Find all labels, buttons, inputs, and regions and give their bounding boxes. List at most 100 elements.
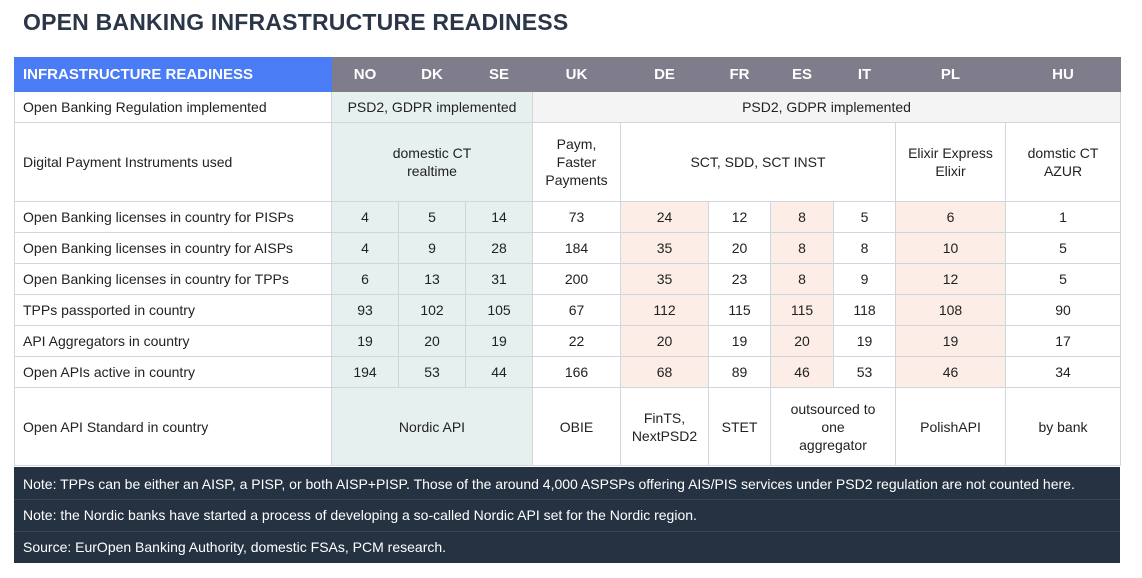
- note-tpp-definition: Note: TPPs can be either an AISP, a PISP…: [14, 467, 1120, 500]
- country-header-no: NO: [331, 57, 399, 92]
- value-cell-dk: 102: [398, 294, 466, 326]
- value-cell-hu: 1: [1005, 201, 1121, 233]
- country-header-se: SE: [465, 57, 533, 92]
- value-cell-hu: 90: [1005, 294, 1121, 326]
- regulation-nordic-cell: PSD2, GDPR implemented: [331, 91, 533, 123]
- note-source: Source: EurOpen Banking Authority, domes…: [23, 539, 447, 555]
- value-cell-fr: 12: [708, 201, 771, 233]
- instruments-pl-text: Elixir Express Elixir: [908, 145, 993, 179]
- standard-es-it-text: outsourced to one aggregator: [790, 400, 876, 453]
- country-header-dk: DK: [398, 57, 466, 92]
- value-cell-no: 6: [331, 263, 399, 295]
- row-label: TPPs passported in country: [14, 294, 332, 326]
- country-header-uk: UK: [532, 57, 621, 92]
- instruments-nordic-text: domestic CT realtime: [392, 145, 472, 179]
- value-cell-fr: 89: [708, 356, 771, 388]
- value-cell-dk: 53: [398, 356, 466, 388]
- standard-fr-cell: STET: [708, 387, 771, 466]
- row-label: Open Banking Regulation implemented: [14, 91, 332, 123]
- value-cell-se: 19: [465, 325, 533, 357]
- page-title: OPEN BANKING INFRASTRUCTURE READINESS: [23, 9, 569, 35]
- row-label: Open API Standard in country: [14, 387, 332, 466]
- value-cell-pl: 108: [895, 294, 1006, 326]
- instruments-uk-text: Paym, Faster Payments: [545, 136, 608, 188]
- standard-de-cell: FinTS, NextPSD2: [620, 387, 709, 466]
- value-cell-it: 9: [833, 263, 896, 295]
- instruments-hu-cell: domstic CT AZUR: [1005, 122, 1121, 202]
- standard-es-it-cell: outsourced to one aggregator: [770, 387, 896, 466]
- value-cell-uk: 22: [532, 325, 621, 357]
- value-cell-hu: 34: [1005, 356, 1121, 388]
- table-row: Open Banking licenses in country for PIS…: [14, 201, 1121, 233]
- value-cell-es: 8: [770, 232, 834, 264]
- value-cell-de: 35: [620, 263, 709, 295]
- regulation-others-cell: PSD2, GDPR implemented: [532, 91, 1121, 123]
- value-cell-se: 31: [465, 263, 533, 295]
- standard-de-text: FinTS, NextPSD2: [631, 409, 698, 444]
- value-cell-es: 20: [770, 325, 834, 357]
- value-cell-dk: 5: [398, 201, 466, 233]
- row-label: Open APIs active in country: [14, 356, 332, 388]
- country-header-fr: FR: [708, 57, 771, 92]
- value-cell-fr: 20: [708, 232, 771, 264]
- standard-nordic-cell: Nordic API: [331, 387, 533, 466]
- value-cell-hu: 17: [1005, 325, 1121, 357]
- value-cell-pl: 46: [895, 356, 1006, 388]
- value-cell-fr: 115: [708, 294, 771, 326]
- value-cell-dk: 20: [398, 325, 466, 357]
- value-cell-de: 20: [620, 325, 709, 357]
- value-cell-pl: 12: [895, 263, 1006, 295]
- country-header-hu: HU: [1005, 57, 1121, 92]
- value-cell-es: 115: [770, 294, 834, 326]
- value-cell-es: 8: [770, 263, 834, 295]
- value-cell-de: 68: [620, 356, 709, 388]
- value-cell-no: 4: [331, 201, 399, 233]
- instruments-hu-text: domstic CT AZUR: [1027, 145, 1099, 179]
- value-cell-dk: 13: [398, 263, 466, 295]
- value-cell-no: 4: [331, 232, 399, 264]
- table-row: TPPs passported in country 93 102 105 67 112 1…: [14, 294, 1121, 326]
- standard-uk-cell: OBIE: [532, 387, 621, 466]
- table-row: API Aggregators in country 19 20 19 22 20 19 20…: [14, 325, 1121, 357]
- value-cell-uk: 67: [532, 294, 621, 326]
- value-cell-it: 118: [833, 294, 896, 326]
- row-label: Open Banking licenses in country for AIS…: [14, 232, 332, 264]
- value-cell-hu: 5: [1005, 232, 1121, 264]
- row-label: Digital Payment Instruments used: [14, 122, 332, 202]
- value-cell-uk: 184: [532, 232, 621, 264]
- value-cell-no: 93: [331, 294, 399, 326]
- country-header-it: IT: [833, 57, 896, 92]
- readiness-table: INFRASTRUCTURE READINESS NO DK SE UK DE …: [14, 57, 1121, 466]
- value-cell-fr: 23: [708, 263, 771, 295]
- table-row: Open Banking licenses in country for TPP…: [14, 263, 1121, 295]
- standard-hu-cell: by bank: [1005, 387, 1121, 466]
- value-cell-no: 19: [331, 325, 399, 357]
- instruments-pl-cell: Elixir Express Elixir: [895, 122, 1006, 202]
- value-cell-pl: 6: [895, 201, 1006, 233]
- instruments-uk-cell: Paym, Faster Payments: [532, 122, 621, 202]
- regulation-row: Open Banking Regulation implemented PSD2…: [14, 91, 1121, 123]
- row-label: Open Banking licenses in country for TPP…: [14, 263, 332, 295]
- value-cell-de: 35: [620, 232, 709, 264]
- value-cell-de: 112: [620, 294, 709, 326]
- table-row: Open APIs active in country 194 53 44 166 68 8…: [14, 356, 1121, 388]
- notes-panel: Note: TPPs can be either an AISP, a PISP…: [14, 467, 1120, 563]
- value-cell-dk: 9: [398, 232, 466, 264]
- value-cell-it: 8: [833, 232, 896, 264]
- row-label: API Aggregators in country: [14, 325, 332, 357]
- value-cell-uk: 73: [532, 201, 621, 233]
- country-header-es: ES: [770, 57, 834, 92]
- row-label: Open Banking licenses in country for PIS…: [14, 201, 332, 233]
- country-header-de: DE: [620, 57, 709, 92]
- value-cell-it: 53: [833, 356, 896, 388]
- value-cell-hu: 5: [1005, 263, 1121, 295]
- value-cell-no: 194: [331, 356, 399, 388]
- value-cell-fr: 19: [708, 325, 771, 357]
- value-cell-uk: 200: [532, 263, 621, 295]
- standard-row: Open API Standard in country Nordic API …: [14, 387, 1121, 466]
- value-cell-se: 105: [465, 294, 533, 326]
- header-label: INFRASTRUCTURE READINESS: [14, 57, 332, 92]
- header-row: INFRASTRUCTURE READINESS NO DK SE UK DE …: [14, 57, 1121, 92]
- instruments-euro-cell: SCT, SDD, SCT INST: [620, 122, 896, 202]
- value-cell-uk: 166: [532, 356, 621, 388]
